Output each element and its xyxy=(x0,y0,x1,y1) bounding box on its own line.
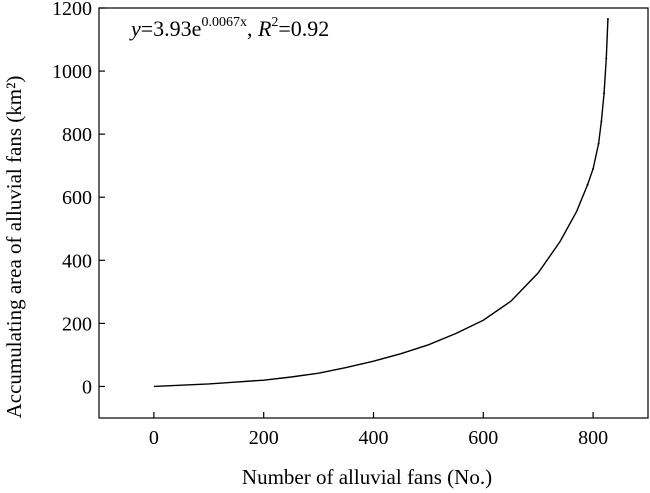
data-point xyxy=(600,120,603,123)
data-point xyxy=(586,183,589,186)
data-point xyxy=(597,142,600,145)
equation-annotation: y=3.93e0.0067x, R2=0.92 xyxy=(129,15,329,41)
data-point xyxy=(592,167,595,170)
data-point xyxy=(603,92,606,95)
r-squared-superscript: 2 xyxy=(271,15,278,30)
x-tick-label: 0 xyxy=(149,427,159,449)
r-squared-var: R xyxy=(257,16,272,41)
x-tick-label: 200 xyxy=(249,427,279,449)
y-axis: 0 200 400 600 800 1000 1200 xyxy=(52,0,105,398)
plot-border xyxy=(98,7,649,419)
r-squared-value: =0.92 xyxy=(278,16,329,41)
x-tick-label: 400 xyxy=(359,427,389,449)
y-tick-label: 600 xyxy=(62,187,92,209)
y-tick-label: 0 xyxy=(82,376,92,398)
equation-exponent: 0.0067x xyxy=(201,15,247,30)
y-tick-label: 400 xyxy=(62,250,92,272)
x-axis-title: Number of alluvial fans (No.) xyxy=(242,465,492,489)
series-line xyxy=(153,19,609,388)
y-axis-title: Accumulating area of alluvial fans (km²) xyxy=(2,76,26,419)
y-tick-label: 1200 xyxy=(52,0,92,20)
x-axis: 0 200 400 600 800 xyxy=(149,412,608,449)
x-tick-label: 800 xyxy=(578,427,608,449)
series-layer xyxy=(153,18,609,388)
equation-body: =3.93e xyxy=(141,16,202,41)
data-point xyxy=(605,57,608,60)
y-tick-label: 1000 xyxy=(52,61,92,83)
plot-frame xyxy=(98,7,649,419)
data-point xyxy=(606,18,609,21)
equation-y-var: y xyxy=(129,16,141,41)
equation-separator: , xyxy=(247,16,258,41)
y-tick-label: 800 xyxy=(62,124,92,146)
y-tick-label: 200 xyxy=(62,313,92,335)
x-tick-label: 600 xyxy=(468,427,498,449)
